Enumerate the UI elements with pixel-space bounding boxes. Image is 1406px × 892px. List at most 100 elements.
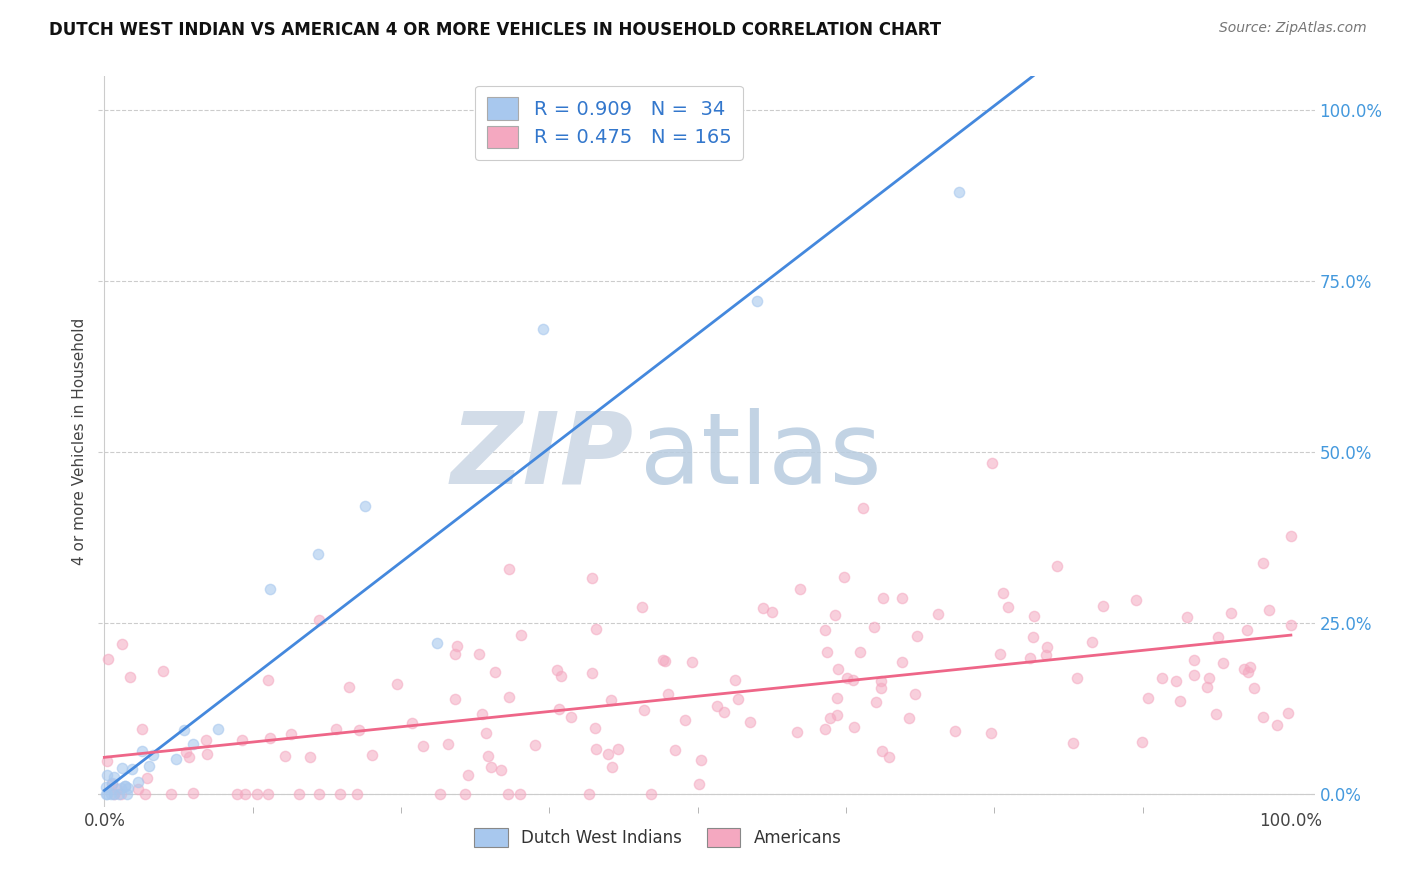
Point	[111, 761, 134, 775]
Point	[94, 787, 117, 801]
Point	[1081, 635, 1104, 649]
Point	[110, 787, 132, 801]
Point	[181, 786, 204, 800]
Point	[1164, 674, 1187, 689]
Point	[640, 787, 662, 801]
Point	[548, 702, 571, 716]
Point	[688, 777, 710, 791]
Point	[1277, 706, 1299, 721]
Point	[1236, 623, 1258, 637]
Y-axis label: 4 or more Vehicles in Household: 4 or more Vehicles in Household	[72, 318, 87, 566]
Point	[135, 771, 157, 785]
Point	[706, 698, 728, 713]
Point	[751, 601, 773, 615]
Point	[131, 744, 153, 758]
Point	[96, 780, 118, 794]
Point	[814, 722, 837, 736]
Point	[991, 586, 1014, 600]
Point	[852, 501, 875, 516]
Point	[905, 629, 928, 643]
Point	[360, 747, 382, 762]
Point	[817, 645, 839, 659]
Point	[1197, 680, 1219, 694]
Point	[865, 695, 887, 709]
Point	[468, 647, 491, 661]
Point	[657, 687, 679, 701]
Point	[117, 780, 139, 795]
Point	[257, 673, 280, 687]
Point	[824, 608, 846, 623]
Point	[401, 715, 423, 730]
Point	[325, 722, 347, 736]
Point	[308, 787, 330, 801]
Point	[105, 781, 128, 796]
Point	[633, 703, 655, 717]
Point	[510, 628, 533, 642]
Point	[329, 787, 352, 801]
Point	[872, 744, 894, 758]
Point	[1125, 593, 1147, 607]
Point	[101, 776, 124, 790]
Point	[872, 591, 894, 606]
Point	[444, 692, 467, 706]
Point	[337, 680, 360, 694]
Point	[354, 500, 377, 514]
Point	[308, 613, 330, 627]
Point	[1279, 529, 1302, 543]
Point	[789, 582, 811, 596]
Point	[426, 636, 449, 650]
Point	[103, 771, 125, 785]
Point	[498, 787, 520, 801]
Point	[142, 747, 165, 762]
Point	[585, 741, 607, 756]
Point	[898, 711, 921, 725]
Point	[96, 768, 118, 782]
Point	[280, 727, 302, 741]
Point	[814, 624, 837, 638]
Point	[176, 745, 198, 759]
Point	[630, 599, 652, 614]
Point	[825, 691, 848, 706]
Point	[585, 622, 607, 636]
Point	[484, 665, 506, 679]
Point	[761, 605, 783, 619]
Point	[429, 787, 451, 801]
Point	[1035, 648, 1057, 662]
Point	[412, 739, 434, 753]
Point	[1066, 671, 1088, 685]
Point	[869, 681, 891, 696]
Point	[1219, 606, 1241, 620]
Point	[842, 673, 865, 688]
Point	[298, 750, 321, 764]
Point	[117, 787, 139, 801]
Point	[654, 654, 676, 668]
Point	[454, 787, 477, 801]
Point	[471, 706, 494, 721]
Point	[346, 787, 368, 801]
Point	[745, 294, 768, 309]
Point	[131, 722, 153, 736]
Point	[225, 787, 247, 801]
Point	[195, 747, 218, 762]
Point	[1130, 735, 1153, 749]
Point	[1168, 693, 1191, 707]
Point	[1182, 667, 1205, 681]
Point	[943, 724, 966, 739]
Point	[1137, 691, 1160, 706]
Point	[1184, 653, 1206, 667]
Point	[96, 787, 118, 801]
Point	[1046, 559, 1069, 574]
Point	[138, 759, 160, 773]
Point	[96, 754, 118, 768]
Text: Source: ZipAtlas.com: Source: ZipAtlas.com	[1219, 21, 1367, 35]
Point	[121, 762, 143, 776]
Point	[349, 723, 371, 738]
Point	[103, 787, 125, 801]
Point	[891, 655, 914, 669]
Point	[1018, 651, 1040, 665]
Point	[134, 787, 156, 801]
Point	[111, 637, 134, 651]
Point	[1251, 710, 1274, 724]
Point	[1198, 671, 1220, 685]
Point	[849, 645, 872, 659]
